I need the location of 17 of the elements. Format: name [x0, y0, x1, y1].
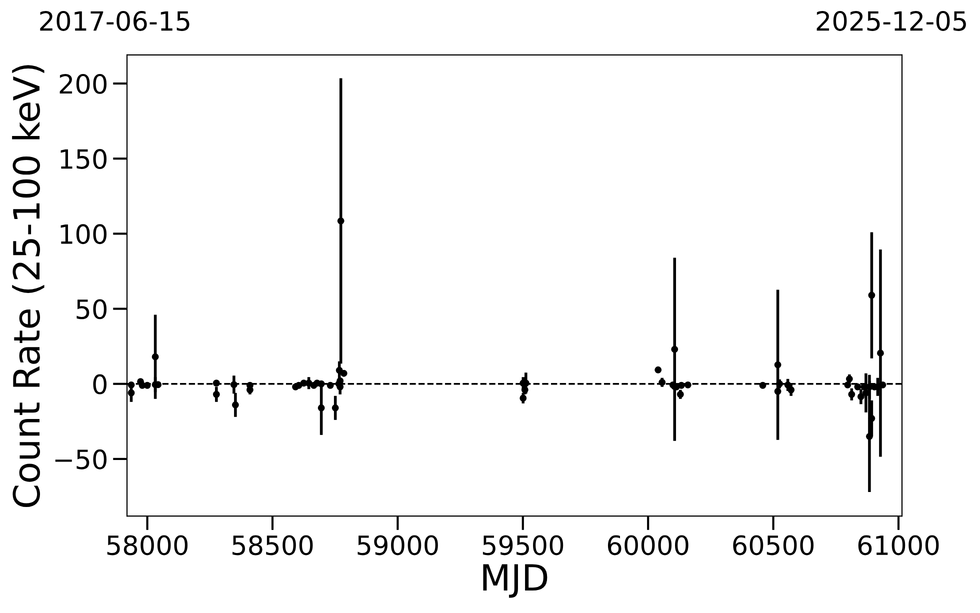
y-tick-label: 0: [93, 374, 107, 394]
x-tick-label: 58000: [107, 535, 188, 556]
y-tick-label: 150: [60, 149, 107, 170]
x-tick-label: 59000: [358, 535, 438, 556]
x-tick-label: 58500: [232, 535, 313, 556]
x-tick-label: 61000: [858, 535, 939, 556]
x-axis-title: MJD: [483, 564, 548, 598]
y-tick-label: 200: [60, 74, 107, 94]
x-tick-label: 59500: [482, 535, 564, 556]
x-tick-label: 60500: [733, 535, 814, 556]
y-tick-label: 100: [60, 224, 107, 244]
x-tick-label: 60000: [608, 535, 688, 556]
y-tick-label: 50: [76, 299, 107, 320]
y-axis-title: Count Rate (25-100 keV): [12, 65, 44, 508]
text: 2025-12-05: [816, 10, 966, 31]
text: 2017-06-15: [40, 10, 190, 31]
y-tick-label: −50: [55, 449, 107, 470]
